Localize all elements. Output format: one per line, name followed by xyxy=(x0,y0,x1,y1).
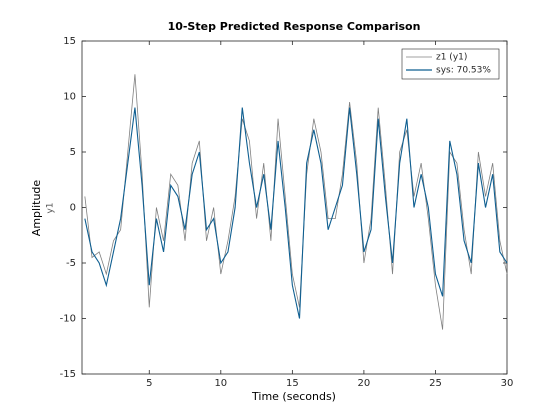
y-tick-label: -10 xyxy=(60,314,76,325)
x-tick-label: 5 xyxy=(146,378,152,389)
series-line xyxy=(84,107,508,319)
x-tick-label: 10 xyxy=(214,378,227,389)
x-axis-label: Time (seconds) xyxy=(251,390,336,403)
x-tick-label: 15 xyxy=(286,378,299,389)
series-line xyxy=(84,74,508,330)
y-tick-label: 0 xyxy=(70,203,76,214)
x-tick-label: 25 xyxy=(429,378,442,389)
chart-title: 10-Step Predicted Response Comparison xyxy=(168,20,421,33)
plot-area xyxy=(81,40,508,375)
x-tick-label: 30 xyxy=(501,378,514,389)
y-tick-label: 10 xyxy=(63,92,76,103)
y-tick-label: 15 xyxy=(63,36,76,47)
y-axis-sublabel: y1 xyxy=(46,202,56,213)
legend-box xyxy=(401,48,500,80)
y-tick-label: 5 xyxy=(70,147,76,158)
y-tick-label: -15 xyxy=(60,369,76,380)
y-axis-label: Amplitude xyxy=(30,180,43,237)
legend-label: sys: 70.53% xyxy=(436,66,491,76)
legend-label: z1 (y1) xyxy=(436,53,467,63)
y-tick-label: -5 xyxy=(66,258,76,269)
x-tick-label: 20 xyxy=(358,378,371,389)
